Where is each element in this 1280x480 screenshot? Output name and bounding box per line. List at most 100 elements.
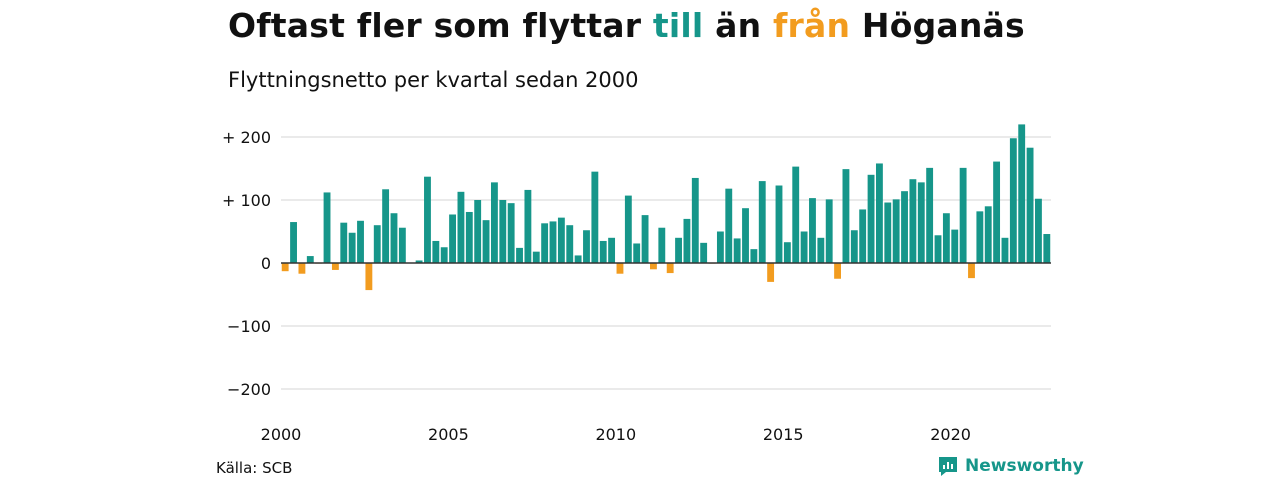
title-part-2: än — [703, 6, 773, 45]
x-axis-labels: 2000 2005 2010 2015 2020 — [261, 425, 971, 444]
bar — [968, 263, 975, 279]
bar — [934, 235, 942, 263]
bar — [742, 208, 749, 263]
bar — [716, 231, 724, 263]
bar — [1001, 237, 1009, 263]
bar — [850, 230, 858, 263]
chart-subtitle: Flyttningsnetto per kvartal sedan 2000 — [228, 68, 639, 92]
bar — [917, 182, 925, 263]
bar — [683, 218, 691, 263]
bar — [1026, 147, 1034, 263]
bar — [700, 242, 708, 263]
y-tick-label: + 100 — [222, 191, 271, 210]
bar — [449, 214, 456, 263]
bar — [415, 260, 423, 263]
bar — [306, 256, 314, 263]
chart-title: Oftast fler som flyttar till än från Hög… — [228, 6, 1025, 45]
bar — [482, 220, 490, 263]
newsworthy-logo-icon — [939, 457, 957, 476]
title-word-in: till — [652, 6, 704, 45]
bar — [675, 237, 682, 263]
x-tick-label: 2005 — [428, 425, 469, 444]
bar — [465, 211, 473, 263]
bar — [340, 222, 348, 263]
bars — [281, 124, 1051, 291]
y-tick-label: + 200 — [222, 128, 271, 147]
bar — [758, 181, 766, 263]
bar — [1009, 138, 1017, 263]
title-part-3: Höganäs — [850, 6, 1025, 45]
bar — [365, 263, 373, 291]
bar — [424, 176, 431, 263]
bar — [357, 220, 364, 263]
bar — [549, 221, 557, 263]
bar — [800, 231, 808, 263]
bar — [733, 238, 741, 263]
bar — [993, 161, 1001, 263]
bar — [298, 263, 306, 274]
bar — [624, 195, 632, 263]
bar — [767, 263, 775, 282]
bar — [792, 166, 800, 263]
bar — [892, 199, 900, 263]
y-tick-label: −200 — [227, 380, 271, 399]
bar — [290, 222, 297, 263]
brand-name: Newsworthy — [965, 456, 1084, 476]
title-part-1: Oftast fler som flyttar — [228, 6, 653, 45]
bar — [1035, 198, 1042, 263]
bar — [859, 209, 867, 263]
bar — [809, 198, 816, 263]
bar — [750, 249, 758, 263]
bar — [591, 171, 599, 263]
bar — [490, 182, 498, 263]
bar — [909, 179, 917, 263]
bar — [641, 215, 649, 263]
bar — [926, 167, 934, 263]
x-tick-label: 2000 — [261, 425, 302, 444]
bar — [834, 263, 841, 279]
bar — [541, 223, 549, 263]
bar — [532, 251, 540, 263]
bar — [566, 225, 574, 263]
y-tick-label: −100 — [227, 317, 271, 336]
bar — [951, 229, 959, 263]
x-tick-label: 2020 — [930, 425, 971, 444]
x-tick-label: 2015 — [763, 425, 804, 444]
bar — [783, 242, 791, 263]
bar — [390, 213, 398, 263]
y-axis-labels: + 200 + 100 0 −100 −200 — [222, 128, 271, 399]
bar — [323, 192, 331, 263]
bar — [817, 237, 825, 263]
bar — [867, 174, 875, 263]
bar — [691, 177, 699, 263]
bar — [382, 189, 390, 263]
bar — [976, 211, 984, 263]
bar — [666, 263, 674, 274]
bar — [583, 230, 590, 263]
bar — [507, 203, 515, 263]
brand-logo: Newsworthy — [937, 455, 1084, 477]
bar — [984, 206, 992, 263]
bar — [942, 213, 950, 263]
bar — [775, 185, 783, 263]
bar — [616, 263, 624, 274]
bar — [842, 169, 850, 263]
bar — [557, 217, 565, 263]
bar — [1018, 124, 1026, 264]
bar — [440, 247, 448, 263]
bar — [658, 227, 666, 263]
bar — [875, 163, 883, 263]
bar — [524, 189, 532, 263]
bar — [574, 255, 582, 263]
bar — [884, 202, 892, 263]
bar — [633, 243, 641, 263]
bar — [331, 263, 339, 270]
bar — [373, 225, 381, 263]
bar — [398, 227, 406, 263]
bar — [825, 199, 833, 263]
bar — [725, 188, 733, 263]
bar — [474, 200, 482, 263]
bar — [959, 167, 967, 263]
bar — [348, 232, 356, 263]
